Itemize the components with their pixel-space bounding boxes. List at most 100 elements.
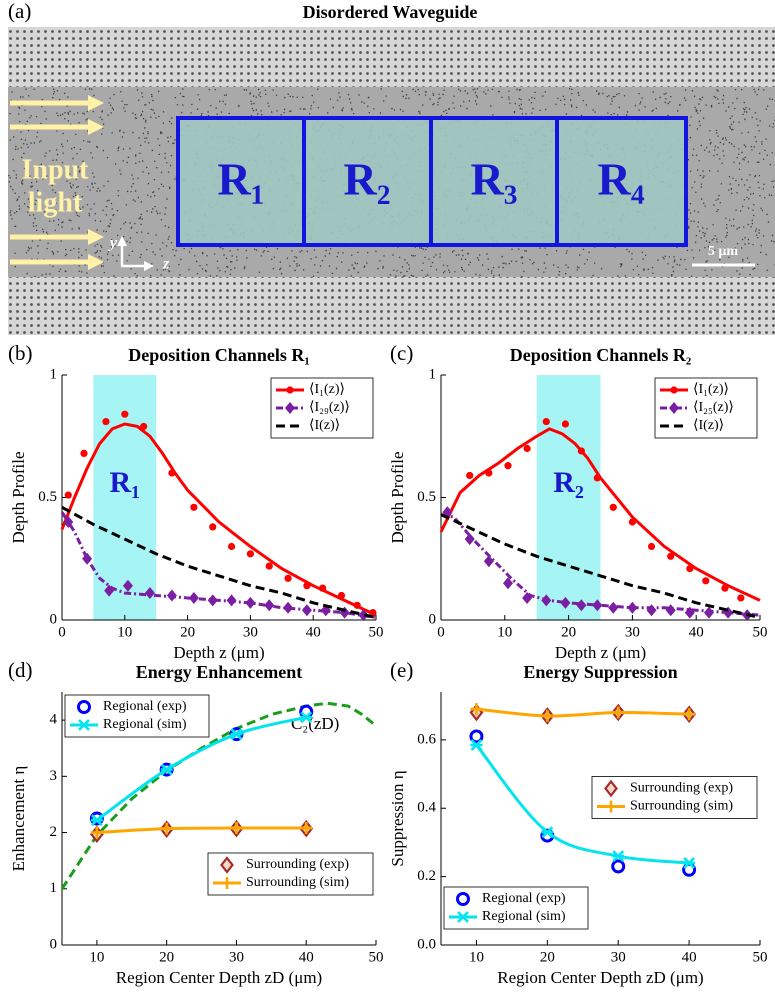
region-label: R₁	[109, 466, 140, 499]
data-point	[284, 574, 292, 582]
data-point	[140, 422, 148, 431]
y-tick-label: 1	[50, 366, 58, 382]
data-point	[612, 850, 625, 863]
data-point	[226, 594, 237, 607]
region-box	[302, 116, 433, 247]
region-label: R₂	[553, 466, 584, 499]
y-tick-label: 0.4	[417, 800, 436, 816]
legend-label: Regional (sim)	[482, 909, 566, 924]
x-tick-label: 40	[682, 949, 697, 965]
shaded-region	[536, 375, 601, 620]
panel-label: (b)	[8, 341, 33, 365]
data-point	[628, 518, 637, 526]
x-axis-label: Region Center Depth zD (μm)	[116, 968, 322, 987]
legend-marker	[286, 386, 294, 394]
y-tick-label: 0.0	[417, 936, 436, 952]
data-point	[592, 599, 603, 612]
data-point	[502, 577, 513, 590]
x-tick-label: 40	[306, 624, 321, 640]
region-box	[176, 116, 306, 247]
data-point	[337, 591, 346, 600]
data-point	[541, 826, 554, 839]
y-tick-label: 0.5	[38, 489, 57, 505]
y-axis-label: Enhancement η	[9, 766, 28, 872]
legend-label: ⟨I₂₉(z)⟩	[309, 400, 350, 415]
data-point	[627, 601, 638, 614]
series-line	[475, 744, 690, 865]
scale-bar-label: 5 μm	[708, 244, 738, 259]
data-point	[611, 859, 626, 874]
data-point	[82, 552, 93, 565]
data-point	[264, 599, 275, 612]
data-point	[608, 601, 619, 614]
y-tick-label: 4	[50, 712, 58, 728]
data-point	[160, 822, 173, 835]
region-box	[429, 116, 559, 247]
axis-label-y: y	[108, 235, 118, 252]
region-label: R₃	[470, 154, 517, 205]
data-point	[647, 542, 656, 551]
data-point	[577, 447, 585, 455]
chart-title: Energy Suppression	[523, 662, 677, 682]
data-point	[104, 584, 115, 597]
x-tick-label: 40	[689, 624, 704, 640]
fit-line	[440, 513, 761, 617]
data-point	[90, 814, 103, 827]
arrow-head	[144, 261, 154, 271]
data-point	[470, 739, 483, 751]
data-point	[466, 471, 474, 480]
x-tick-label: 30	[625, 624, 640, 640]
data-point	[485, 469, 493, 477]
legend-label: Regional (exp)	[103, 699, 187, 714]
data-point	[230, 728, 243, 741]
data-point	[469, 729, 484, 744]
data-point	[464, 533, 475, 546]
chart-title: Deposition Channels R₁	[128, 345, 309, 365]
y-axis-label: Depth Profile	[9, 451, 28, 543]
legend-label: Surrounding (sim)	[246, 875, 349, 890]
data-point	[593, 474, 601, 482]
data-point	[245, 596, 256, 609]
data-point	[207, 594, 218, 607]
data-point	[265, 562, 273, 570]
y-tick-label: 0.6	[417, 731, 436, 747]
legend-label: Surrounding (sim)	[630, 799, 733, 814]
data-point	[522, 591, 533, 604]
x-tick-label: 30	[229, 949, 244, 965]
panel-label: (e)	[390, 658, 413, 682]
data-point	[160, 763, 173, 776]
legend-marker	[78, 719, 90, 731]
x-tick-label: 10	[89, 949, 104, 965]
y-tick-label: 0	[50, 611, 58, 627]
x-tick-label: 20	[561, 624, 576, 640]
legend-box	[207, 852, 374, 896]
x-tick-label: 10	[117, 624, 132, 640]
series-line	[60, 701, 377, 890]
x-tick-label: 20	[159, 949, 174, 965]
x-tick-label: 20	[540, 949, 555, 965]
data-point	[122, 579, 133, 592]
photonic-crystal-top	[8, 27, 775, 87]
legend-label: Surrounding (exp)	[246, 857, 349, 872]
axis-label-z: z	[162, 256, 170, 273]
y-tick-label: 2	[50, 824, 58, 840]
panel-label: (c)	[390, 341, 413, 365]
input-arrows	[10, 95, 104, 270]
x-tick-label: 10	[497, 624, 512, 640]
data-point	[612, 706, 625, 719]
legend-marker	[670, 386, 678, 394]
data-point	[319, 584, 327, 592]
y-tick-label: 1	[429, 366, 437, 382]
legend-label: ⟨I₂₅(z)⟩	[693, 400, 734, 415]
data-point	[523, 444, 531, 453]
data-point	[686, 564, 694, 573]
y-tick-label: 0.5	[417, 489, 436, 505]
legend-label: ⟨I₁(z)⟩	[693, 382, 729, 397]
x-axis-label: Depth z (μm)	[555, 643, 646, 662]
data-point	[702, 577, 710, 585]
arrow-head	[88, 229, 104, 245]
panel-label: (d)	[8, 658, 33, 682]
region-box	[555, 116, 688, 247]
legend-label: Surrounding (exp)	[630, 781, 733, 796]
